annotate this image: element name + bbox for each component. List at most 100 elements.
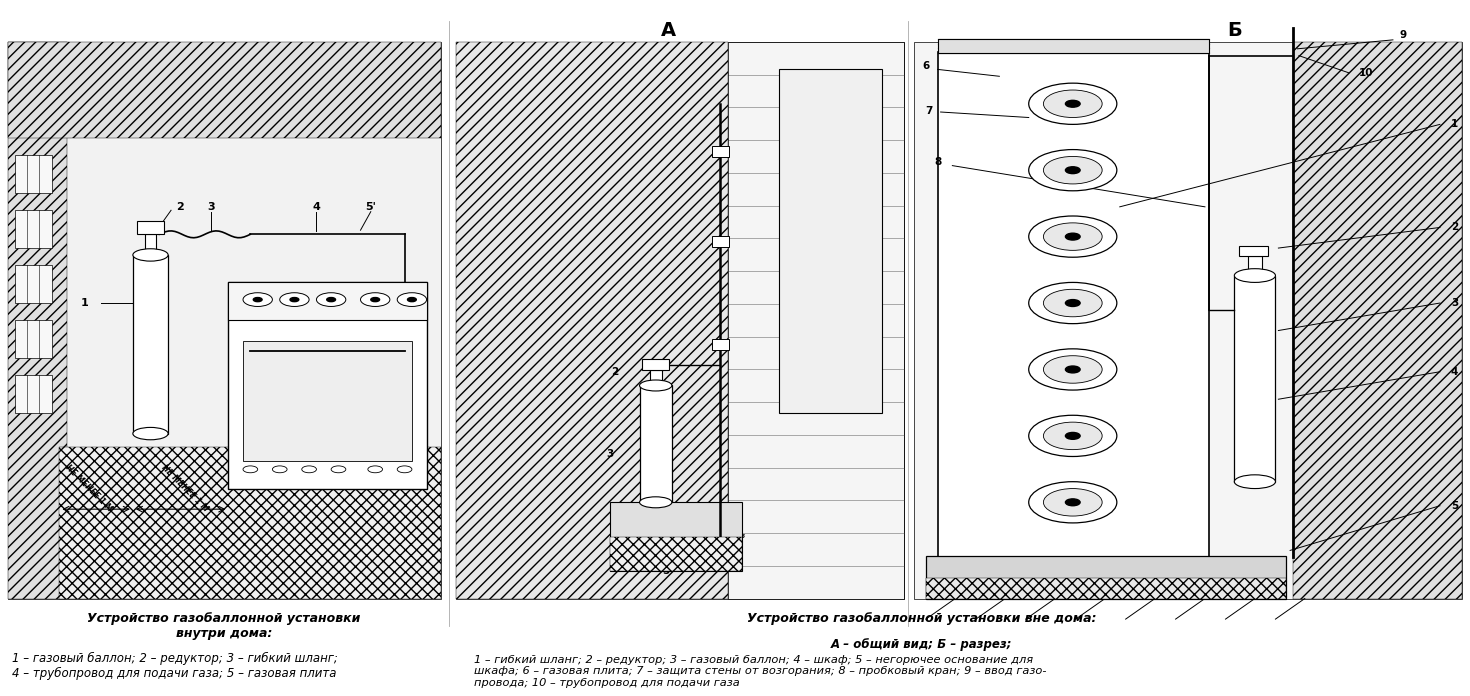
Bar (1294, 42, 1463, 599)
Text: 1 – гибкий шланг; 2 – редуктор; 3 – газовый баллон; 4 – шкаф; 5 – негорючее осно: 1 – гибкий шланг; 2 – редуктор; 3 – газо… (473, 655, 1047, 688)
Circle shape (1029, 83, 1117, 125)
Bar (711, 236, 729, 246)
Text: НЕ МЕНЕЕ 0.5: НЕ МЕНЕЕ 0.5 (795, 120, 801, 170)
Ellipse shape (639, 380, 672, 391)
Text: 2: 2 (612, 367, 619, 377)
Circle shape (397, 466, 412, 473)
Text: Устройство газобаллонной установки
внутри дома:: Устройство газобаллонной установки внутр… (87, 612, 360, 640)
Text: Устройство газобаллонной установки вне дома:: Устройство газобаллонной установки вне д… (747, 612, 1097, 625)
Text: 3: 3 (1451, 298, 1458, 308)
Text: 1: 1 (673, 525, 681, 535)
Bar (15, 265, 51, 303)
Text: 2: 2 (1451, 223, 1458, 232)
Text: 9: 9 (1399, 30, 1407, 40)
Bar (938, 39, 1210, 53)
Circle shape (1044, 489, 1102, 516)
Circle shape (279, 293, 309, 306)
Ellipse shape (1235, 475, 1276, 489)
Text: НЕ МЕНЕЕ 0.5: НЕ МЕНЕЕ 0.5 (795, 264, 801, 314)
Circle shape (1029, 283, 1117, 324)
Circle shape (326, 297, 335, 301)
Text: 6: 6 (922, 61, 929, 71)
Circle shape (1066, 366, 1080, 373)
Text: 4: 4 (313, 202, 320, 212)
Bar (137, 221, 163, 235)
Bar (59, 448, 441, 599)
Circle shape (360, 293, 390, 306)
Bar (7, 42, 66, 599)
Circle shape (290, 297, 298, 301)
Bar (639, 386, 672, 503)
Text: А – общий вид; Б – разрез;: А – общий вид; Б – разрез; (831, 638, 1013, 651)
Circle shape (1029, 482, 1117, 523)
Text: 150: 150 (1014, 571, 1036, 581)
Circle shape (1029, 150, 1117, 191)
Text: 1: 1 (1451, 120, 1458, 129)
Bar (1239, 246, 1269, 256)
Circle shape (1029, 416, 1117, 457)
Ellipse shape (132, 427, 168, 440)
Circle shape (1044, 157, 1102, 184)
Bar (938, 52, 1210, 557)
Bar (711, 339, 729, 350)
Bar (1248, 256, 1263, 276)
Bar (926, 556, 1286, 599)
Circle shape (316, 293, 345, 306)
Text: 5: 5 (1451, 500, 1458, 511)
Circle shape (243, 293, 272, 306)
Ellipse shape (639, 497, 672, 508)
Circle shape (1066, 432, 1080, 439)
Text: 5: 5 (663, 566, 670, 576)
Bar (228, 283, 426, 320)
Text: 1: 1 (81, 298, 88, 308)
Text: НЕ МЕНЕЕ 1 М: НЕ МЕНЕЕ 1 М (63, 464, 115, 514)
Text: 3: 3 (607, 449, 614, 459)
Bar (711, 146, 729, 157)
Circle shape (1066, 233, 1080, 240)
Bar (642, 359, 669, 370)
Bar (728, 42, 904, 599)
Circle shape (397, 293, 426, 306)
Circle shape (1029, 349, 1117, 390)
Text: 2: 2 (176, 202, 184, 212)
Circle shape (1044, 356, 1102, 383)
Bar (132, 255, 168, 434)
Circle shape (1066, 299, 1080, 306)
Bar (650, 370, 662, 386)
Bar (456, 42, 904, 599)
Bar (7, 42, 441, 138)
Bar (15, 155, 51, 193)
Bar (926, 578, 1286, 599)
Text: 1 – газовый баллон; 2 – редуктор; 3 – гибкий шланг;
4 – трубопровод для подачи г: 1 – газовый баллон; 2 – редуктор; 3 – ги… (12, 651, 338, 679)
Text: 10: 10 (1360, 68, 1374, 78)
Circle shape (253, 297, 262, 301)
Text: 3: 3 (207, 202, 215, 212)
Circle shape (1066, 100, 1080, 107)
Text: НЕ МЕНЕЕ 0.6: НЕ МЕНЕЕ 0.6 (695, 534, 745, 539)
Circle shape (1044, 290, 1102, 317)
Bar (243, 341, 412, 461)
Text: 5': 5' (366, 202, 376, 212)
Circle shape (1066, 167, 1080, 173)
Circle shape (1044, 90, 1102, 118)
Bar (15, 320, 51, 358)
Bar (456, 42, 728, 599)
Text: 7: 7 (925, 106, 932, 116)
Ellipse shape (132, 248, 168, 261)
Bar (914, 42, 1463, 599)
Text: НЕ МЕНЕЕ 1 М: НЕ МЕНЕЕ 1 М (159, 464, 209, 514)
Bar (779, 70, 882, 413)
Circle shape (1044, 422, 1102, 450)
Bar (144, 235, 156, 255)
Circle shape (370, 297, 379, 301)
Circle shape (368, 466, 382, 473)
Circle shape (1044, 223, 1102, 251)
Circle shape (331, 466, 345, 473)
Circle shape (407, 297, 416, 301)
Text: Б: Б (1227, 22, 1242, 40)
Circle shape (1066, 499, 1080, 506)
Bar (7, 42, 441, 599)
Circle shape (301, 466, 316, 473)
Circle shape (243, 466, 257, 473)
Text: 4: 4 (1451, 367, 1458, 377)
